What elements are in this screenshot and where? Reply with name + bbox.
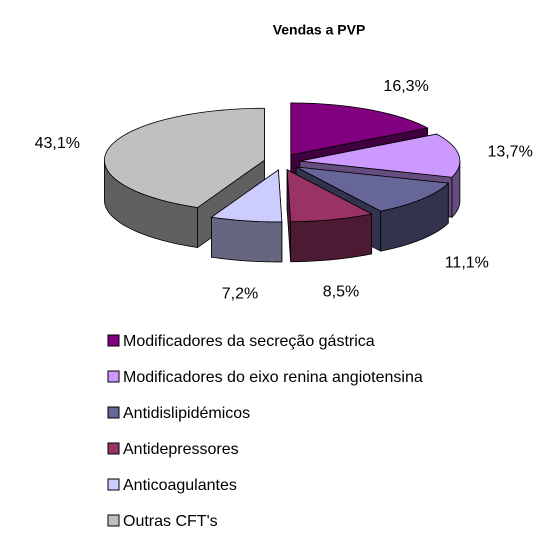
pie-slice	[299, 133, 461, 178]
data-label: 8,5%	[323, 284, 359, 301]
pie-slice	[104, 107, 265, 208]
pie-slice	[295, 166, 450, 212]
legend-swatch	[107, 406, 120, 419]
legend-label: Antidislipidémicos	[123, 405, 250, 422]
data-label: 11,1%	[445, 254, 489, 271]
legend-swatch	[107, 442, 120, 455]
legend-label: Modificadores do eixo renina angiotensin…	[123, 369, 423, 386]
legend-swatch	[107, 478, 120, 491]
legend-swatch	[107, 370, 120, 383]
pie-slice	[210, 169, 283, 223]
pie-slice	[286, 169, 373, 223]
legend-swatch	[107, 514, 120, 527]
legend-label: Outras CFT's	[123, 513, 218, 530]
legend-swatch	[107, 334, 120, 347]
legend-label: Anticoagulantes	[123, 477, 237, 494]
pie-slice	[290, 102, 429, 156]
legend-label: Modificadores da secreção gástrica	[123, 333, 375, 350]
data-label: 13,7%	[487, 143, 532, 160]
data-label: 16,3%	[383, 78, 428, 95]
slice-side	[211, 216, 283, 263]
legend-label: Antidepressores	[123, 441, 239, 458]
chart-title: Vendas a PVP	[273, 22, 366, 38]
data-label: 7,2%	[222, 286, 258, 303]
data-label: 43,1%	[35, 135, 80, 152]
